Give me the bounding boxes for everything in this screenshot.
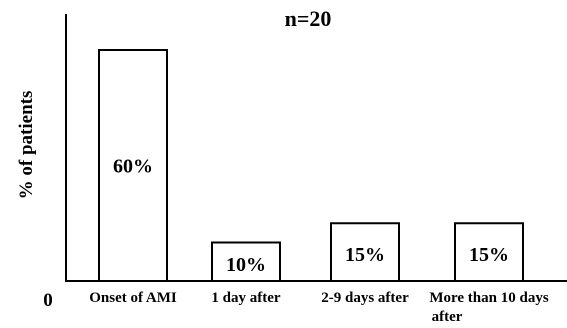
bars-group: 60% Onset of AMI 10% 1 day after 15% 2-9 days…	[89, 49, 549, 325]
bar-1	[98, 49, 168, 282]
x-tick-label-2: 1 day after	[211, 290, 280, 306]
bar-3	[330, 222, 400, 282]
y-axis-label: % of patients	[16, 91, 37, 200]
bar-value-label-3: 15%	[345, 244, 385, 266]
bar-4	[454, 222, 524, 282]
chart-title: n=20	[285, 6, 332, 31]
x-tick-label-4: More than 10 days	[429, 290, 548, 306]
x-tick-label-1: Onset of AMI	[89, 290, 177, 306]
x-tick-label-4-line2: after	[432, 309, 463, 325]
origin-label: 0	[43, 290, 53, 311]
bar-value-label-2: 10%	[226, 254, 266, 276]
bar-value-label-1: 60%	[113, 156, 153, 178]
bar-value-label-4: 15%	[469, 244, 509, 266]
bar-2	[211, 241, 281, 282]
x-tick-label-3: 2-9 days after	[321, 290, 409, 306]
